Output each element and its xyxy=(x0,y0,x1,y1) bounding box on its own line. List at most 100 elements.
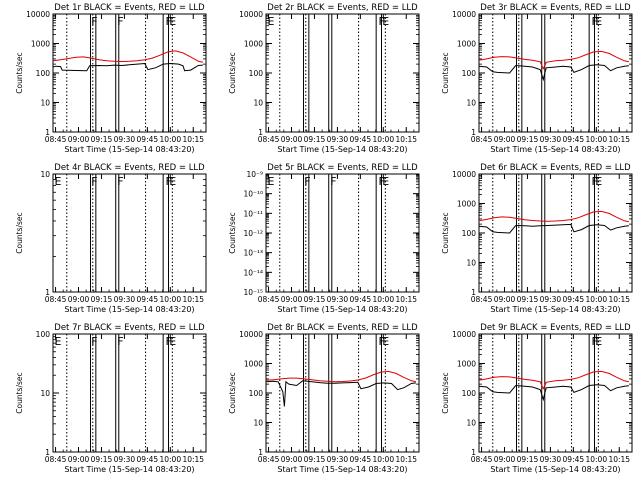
y-tick-label: 100 xyxy=(249,389,264,398)
x-tick-label: 09:45 xyxy=(563,295,585,304)
x-axis-label: Start Time (15-Sep-14 08:43:20) xyxy=(64,465,194,474)
flag-label: F xyxy=(117,15,123,28)
x-axis-label: Start Time (15-Sep-14 08:43:20) xyxy=(64,145,194,154)
flag-label: E xyxy=(169,175,176,188)
x-tick-label: 09:45 xyxy=(137,295,159,304)
y-tick-label: 10⁻¹⁴ xyxy=(243,268,263,277)
plot-det1r: Det 1r BLACK = Events, RED = LLD 1 10 100 10… xyxy=(15,3,207,154)
y-tick-label: 10⁻¹⁵ xyxy=(243,288,263,297)
plot-title: Det 2r BLACK = Events, RED = LLD xyxy=(267,3,418,13)
plot-title: Det 7r BLACK = Events, RED = LLD xyxy=(54,323,205,333)
x-tick-label: 09:15 xyxy=(304,295,326,304)
x-tick-label: 09:00 xyxy=(281,455,303,464)
x-tick-label: 09:45 xyxy=(563,455,585,464)
y-tick-label: 10 xyxy=(40,99,50,108)
x-tick-label: 09:30 xyxy=(327,455,349,464)
x-tick-label: 09:45 xyxy=(350,135,372,144)
plot-title: Det 3r BLACK = Events, RED = LLD xyxy=(480,3,631,13)
plot-det5r: Det 5r BLACK = Events, RED = LLD 10⁻¹⁵ 10⁻… xyxy=(228,163,420,314)
flag-label: E xyxy=(169,15,176,28)
y-tick-label: 1000 xyxy=(31,40,50,49)
y-axis-label: Counts/sec xyxy=(228,372,237,413)
flag-label: F xyxy=(117,175,123,188)
y-tick-label: 10⁻¹² xyxy=(243,229,263,238)
y-tick-label: 10000 xyxy=(452,170,476,179)
y-tick-label: 10 xyxy=(253,419,263,428)
flag-label: E xyxy=(595,335,602,348)
x-tick-label: 09:45 xyxy=(563,135,585,144)
y-axis-label: Counts/sec xyxy=(441,52,450,93)
y-tick-label: 10000 xyxy=(239,330,263,339)
plot-det2r: Det 2r BLACK = Events, RED = LLD 1 10 100 10… xyxy=(228,3,420,154)
flag-label: F xyxy=(165,335,171,348)
x-tick-label: 08:45 xyxy=(258,455,280,464)
x-tick-label: 08:45 xyxy=(471,455,493,464)
x-axis-label: Start Time (15-Sep-14 08:43:20) xyxy=(64,305,194,314)
events-series-line xyxy=(478,64,629,82)
x-tick-label: 09:15 xyxy=(304,135,326,144)
plot-frame xyxy=(265,333,420,453)
y-tick-label: 10⁻¹³ xyxy=(243,249,263,258)
x-tick-label: 10:15 xyxy=(395,455,417,464)
x-tick-label: 09:45 xyxy=(350,295,372,304)
y-tick-label: 1000 xyxy=(244,40,263,49)
y-tick-label: 10⁻¹¹ xyxy=(243,209,263,218)
y-tick-label: 10 xyxy=(466,419,476,428)
plot-det6r: Det 6r BLACK = Events, RED = LLD 1 10 100 10… xyxy=(441,163,633,314)
y-axis-label: Counts/sec xyxy=(228,212,237,253)
y-tick-label: 10 xyxy=(466,99,476,108)
lld-series-line xyxy=(478,370,630,390)
y-tick-label: 1 xyxy=(45,128,50,137)
y-tick-label: 100 xyxy=(462,69,477,78)
x-tick-label: 09:45 xyxy=(137,135,159,144)
plot-title: Det 1r BLACK = Events, RED = LLD xyxy=(54,3,205,13)
y-tick-label: 1 xyxy=(471,128,476,137)
x-tick-label: 09:15 xyxy=(91,455,113,464)
flag-label: F xyxy=(591,175,597,188)
x-tick-label: 10:00 xyxy=(159,135,181,144)
y-tick-label: 1 xyxy=(45,448,50,457)
flag-label: E xyxy=(382,15,389,28)
plot-det9r: Det 9r BLACK = Events, RED = LLD 1 10 100 10… xyxy=(441,323,633,474)
flag-label: F xyxy=(378,15,384,28)
y-tick-label: 1000 xyxy=(244,360,263,369)
x-tick-label: 09:00 xyxy=(68,295,90,304)
x-tick-label: 08:45 xyxy=(45,455,67,464)
x-axis-label: Start Time (15-Sep-14 08:43:20) xyxy=(490,305,620,314)
flag-label: F xyxy=(591,335,597,348)
y-tick-label: 1 xyxy=(471,288,476,297)
lld-series-line xyxy=(265,370,417,383)
x-tick-label: 10:15 xyxy=(608,295,630,304)
x-tick-label: 09:15 xyxy=(91,135,113,144)
lld-series-line xyxy=(52,50,204,63)
y-tick-label: 1000 xyxy=(457,40,476,49)
x-tick-label: 08:45 xyxy=(471,135,493,144)
flag-label: E xyxy=(169,335,176,348)
x-axis-label: Start Time (15-Sep-14 08:43:20) xyxy=(490,465,620,474)
x-tick-label: 09:15 xyxy=(517,455,539,464)
x-tick-label: 09:30 xyxy=(327,135,349,144)
plot-title: Det 5r BLACK = Events, RED = LLD xyxy=(267,163,418,173)
x-tick-label: 09:30 xyxy=(114,455,136,464)
y-tick-label: 10000 xyxy=(26,10,50,19)
x-tick-label: 09:00 xyxy=(494,295,516,304)
flag-label: F xyxy=(91,335,97,348)
x-tick-label: 09:00 xyxy=(281,295,303,304)
x-tick-label: 09:30 xyxy=(327,295,349,304)
y-axis-label: Counts/sec xyxy=(15,52,24,93)
y-axis-label: Counts/sec xyxy=(441,372,450,413)
flag-label: F xyxy=(91,175,97,188)
x-tick-label: 10:15 xyxy=(395,295,417,304)
y-tick-label: 10000 xyxy=(452,10,476,19)
x-tick-label: 09:30 xyxy=(540,295,562,304)
x-axis-label: Start Time (15-Sep-14 08:43:20) xyxy=(277,145,407,154)
flag-label: E xyxy=(55,175,62,188)
y-tick-label: 10 xyxy=(40,389,50,398)
y-tick-label: 10⁻¹⁰ xyxy=(243,190,263,199)
flag-label: F xyxy=(165,175,171,188)
plot-frame xyxy=(52,173,207,293)
y-tick-label: 1000 xyxy=(457,200,476,209)
x-tick-label: 10:00 xyxy=(372,455,394,464)
flag-label: E xyxy=(268,175,275,188)
